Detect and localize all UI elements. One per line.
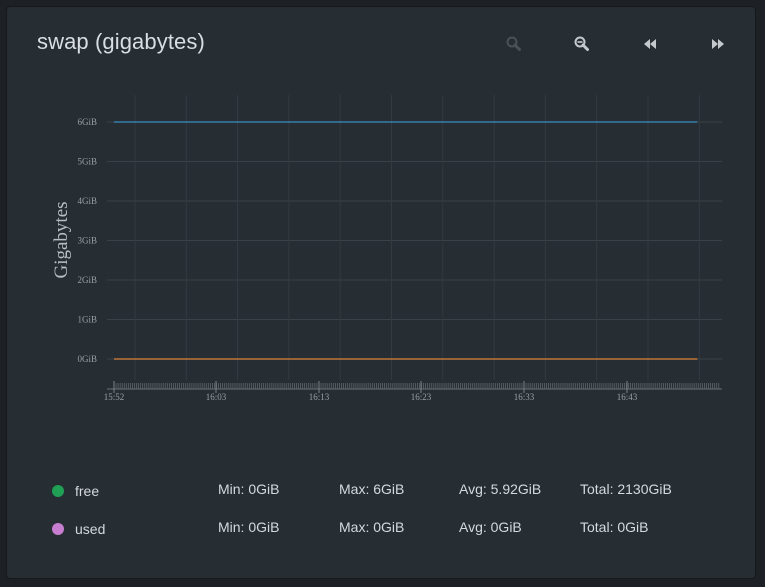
panel-title: swap (gigabytes)	[37, 29, 205, 54]
legend-max: Max: 0GiB	[339, 519, 405, 535]
legend-total: Total: 2130GiB	[580, 481, 672, 497]
y-tick-label: 6GiB	[77, 117, 97, 127]
swap-chart[interactable]: 0GiB 1GiB 2GiB 3GiB 4GiB 5GiB 6GiB 15:52 16:03 1…	[7, 7, 755, 447]
legend-avg: Avg: 5.92GiB	[459, 481, 542, 497]
y-axis-label: Gigabytes	[51, 201, 72, 278]
legend-total: Total: 0GiB	[580, 519, 649, 535]
rewind-button[interactable]	[639, 33, 661, 55]
y-tick-label: 4GiB	[77, 196, 97, 206]
legend-min: Min: 0GiB	[218, 481, 280, 497]
search-icon	[506, 36, 521, 51]
swap-panel: swap (gigabytes) 0GiB 1GiB 2GiB 3GiB 4GiB 5Gi…	[6, 6, 756, 579]
y-tick-label: 1GiB	[77, 315, 97, 325]
fast-forward-icon	[712, 39, 724, 49]
fast-forward-button[interactable]	[707, 33, 729, 55]
x-tick-label: 15:52	[104, 392, 125, 402]
zoom-in-icon[interactable]	[503, 33, 525, 55]
y-tick-label: 2GiB	[77, 275, 97, 285]
legend-avg: Avg: 0GiB	[459, 519, 522, 535]
legend-series-name[interactable]: free	[75, 483, 100, 499]
x-tick-label: 16:43	[617, 392, 638, 402]
legend-dot	[52, 523, 64, 535]
rewind-icon	[644, 39, 656, 49]
x-tick-label: 16:23	[411, 392, 432, 402]
y-tick-label: 5GiB	[77, 157, 97, 167]
x-tick-label: 16:03	[206, 392, 227, 402]
legend-row-free: free Min: 0GiB Max: 6GiB Avg: 5.92GiB Total:…	[52, 480, 732, 504]
zoom-out-icon	[574, 36, 589, 51]
legend-min: Min: 0GiB	[218, 519, 280, 535]
legend-dot	[52, 485, 64, 497]
x-tick-label: 16:13	[309, 392, 330, 402]
legend-row-used: used Min: 0GiB Max: 0GiB Avg: 0GiB Total: 0G…	[52, 518, 732, 542]
zoom-out-button[interactable]	[571, 33, 593, 55]
legend-series-name[interactable]: used	[75, 521, 106, 537]
y-tick-label: 3GiB	[77, 236, 97, 246]
legend-max: Max: 6GiB	[339, 481, 405, 497]
y-tick-label: 0GiB	[77, 354, 97, 364]
x-tick-label: 16:33	[514, 392, 535, 402]
